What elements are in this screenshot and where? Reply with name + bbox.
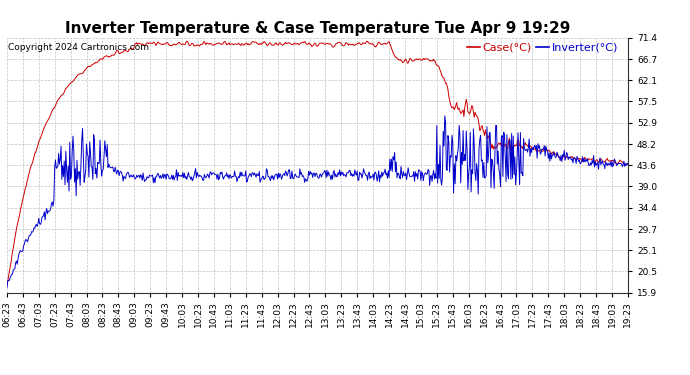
Text: Copyright 2024 Cartronics.com: Copyright 2024 Cartronics.com bbox=[8, 43, 149, 52]
Legend: Case(°C), Inverter(°C): Case(°C), Inverter(°C) bbox=[462, 38, 622, 57]
Title: Inverter Temperature & Case Temperature Tue Apr 9 19:29: Inverter Temperature & Case Temperature … bbox=[65, 21, 570, 36]
